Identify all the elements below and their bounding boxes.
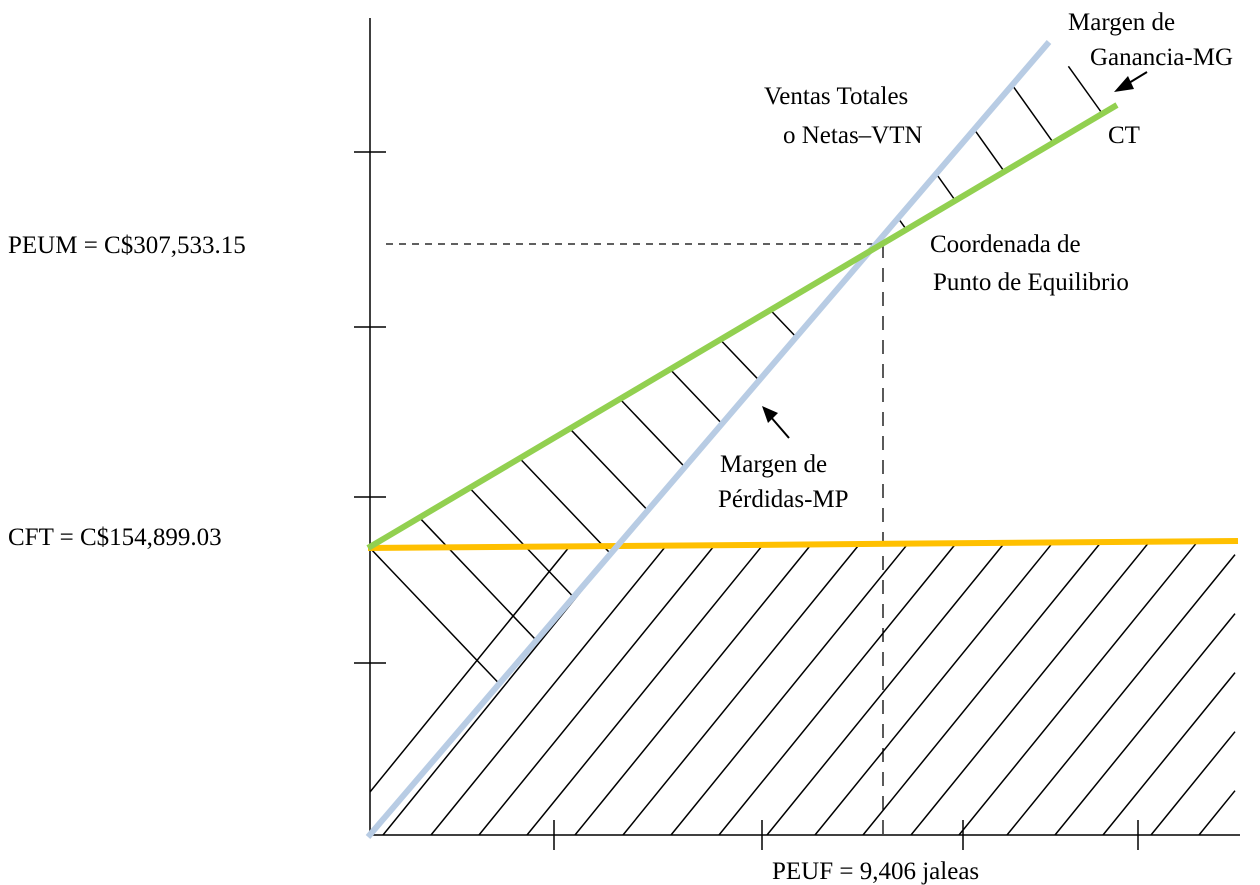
loss-margin-hatch-line (519, 458, 613, 556)
cft-hatch-line (670, 543, 908, 836)
profit-margin-label-line1: Margen de (1068, 9, 1175, 36)
ct-label: CT (1108, 122, 1140, 149)
profit-margin-hatch-line (937, 175, 956, 201)
equilibrium-label-line2: Punto de Equilibrio (933, 269, 1129, 296)
cft-hatch-line (862, 542, 1102, 836)
cft-hatch-line (958, 541, 1198, 836)
cft-hatch-line (622, 544, 860, 836)
peuf-label: PEUF = 9,406 jaleas (772, 858, 979, 885)
cft-fixed-cost-line (367, 538, 1239, 551)
cft-hatch-line (1150, 731, 1236, 836)
vtn-label-line2: o Netas–VTN (783, 122, 923, 149)
profit-margin-hatch-line (975, 131, 1005, 172)
profit-margin-arrow (1114, 71, 1148, 92)
cft-hatch-line (369, 546, 571, 793)
cft-hatch-line (430, 545, 667, 836)
cft-hatch-region (369, 541, 1236, 836)
cft-hatch-line (910, 542, 1150, 836)
cft-hatch-line (1006, 554, 1236, 836)
loss-margin-hatch-region (369, 309, 799, 685)
cft-hatch-line (478, 545, 715, 836)
cft-hatch-line (766, 543, 1005, 836)
loss-margin-hatch-line (469, 487, 576, 599)
vtn-label-line1: Ventas Totales (764, 83, 908, 110)
ct-total-cost-line (366, 102, 1119, 551)
profit-margin-hatch-region (899, 65, 1103, 230)
cft-hatch-line (718, 543, 957, 836)
cft-hatch-line (1198, 790, 1236, 836)
cft-hatch-line (574, 544, 812, 836)
loss-margin-hatch-line (619, 398, 687, 470)
peum-label: PEUM = C$307,533.15 (8, 232, 246, 259)
cft-hatch-line (1102, 672, 1236, 836)
profit-margin-hatch-line (1067, 65, 1103, 114)
loss-margin-hatch-line (669, 368, 725, 426)
equilibrium-label-line1: Coordenada de (930, 231, 1081, 258)
profit-margin-label-line2: Ganancia-MG (1090, 44, 1233, 71)
vtn-sales-line (365, 40, 1052, 839)
profit-margin-hatch-line (1013, 86, 1054, 143)
loss-margin-hatch-line (769, 309, 799, 340)
loss-margin-label-line2: Pérdidas-MP (718, 486, 849, 513)
cft-label: CFT = C$154,899.03 (8, 524, 222, 551)
loss-margin-arrow (762, 406, 790, 439)
cft-hatch-line (526, 544, 764, 836)
cft-hatch-line (1054, 613, 1236, 836)
loss-margin-label-line1: Margen de (720, 451, 827, 478)
cft-hatch-line (814, 542, 1053, 836)
loss-margin-hatch-line (719, 338, 762, 383)
loss-margin-hatch-line (569, 428, 650, 513)
loss-margin-hatch-line (419, 517, 538, 642)
loss-margin-hatch-line (369, 547, 501, 685)
